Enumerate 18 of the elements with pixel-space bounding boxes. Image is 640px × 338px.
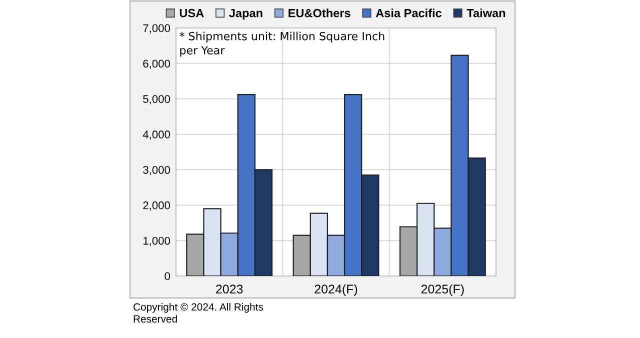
text: Copyright © 2024. All Rights Reserved <box>134 303 264 323</box>
legend-label: Taiwan <box>466 8 506 18</box>
annotation: * Shipments unit: Million Square Inch per Year <box>180 32 384 57</box>
y-tick-label: 0 <box>164 272 170 280</box>
y-tick-label: 6,000 <box>143 60 170 69</box>
legend-label: USA <box>180 8 204 18</box>
legend-label: Asia Pacific <box>376 8 442 18</box>
y-tick-label: 4,000 <box>142 130 170 140</box>
y-tick-label: 5,000 <box>143 95 170 104</box>
x-tick-label: 2025(F) <box>421 284 464 296</box>
legend-label: EU&Others <box>288 8 350 18</box>
y-tick-label: 1,000 <box>143 236 170 246</box>
x-tick-label: 2023 <box>216 284 243 294</box>
x-tick-label: 2024(F) <box>314 284 358 296</box>
legend-label: Japan <box>229 9 262 20</box>
y-tick-label: 7,000 <box>143 24 170 34</box>
y-tick-label: 2,000 <box>143 201 170 211</box>
y-tick-label: 3,000 <box>143 166 170 176</box>
